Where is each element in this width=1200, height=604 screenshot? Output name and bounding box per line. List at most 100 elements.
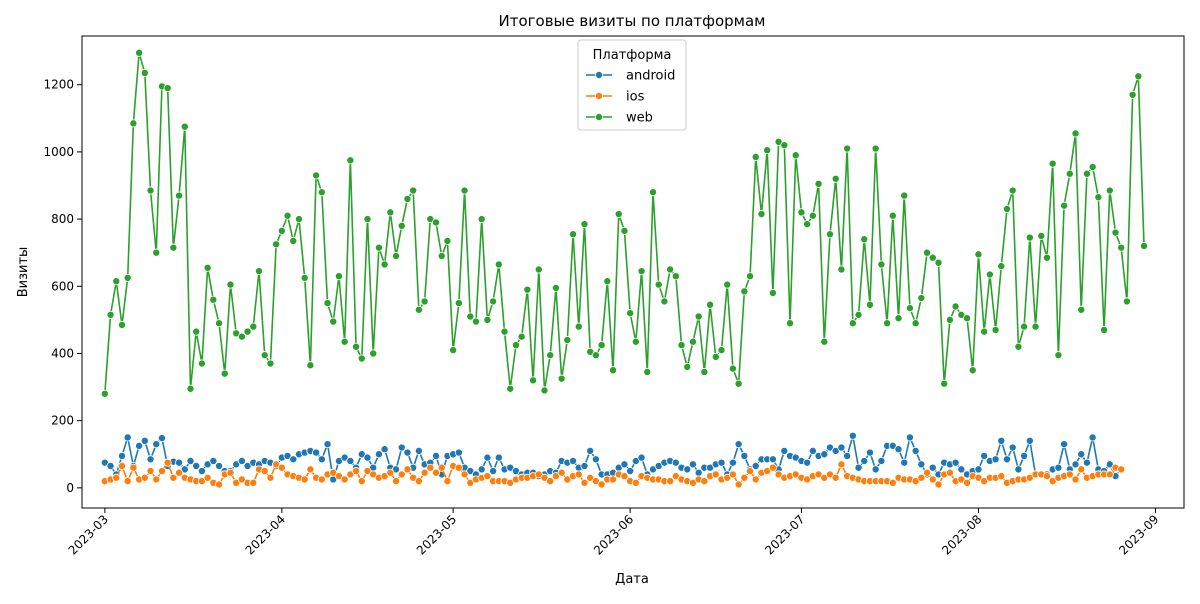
data-point-web <box>1128 90 1137 99</box>
data-point-ios <box>420 468 429 477</box>
data-point-web <box>329 317 338 326</box>
data-point-web <box>277 226 286 235</box>
data-point-ios <box>300 475 309 484</box>
data-point-web <box>717 346 726 355</box>
data-point-ios <box>609 475 618 484</box>
data-point-ios <box>437 463 446 472</box>
data-point-ios <box>306 465 315 474</box>
data-point-android <box>1002 455 1011 464</box>
data-point-ios <box>666 477 675 486</box>
data-point-ios <box>1071 475 1080 484</box>
data-point-ios <box>997 472 1006 481</box>
legend-marker-ios <box>595 92 604 101</box>
data-point-web <box>1054 351 1063 360</box>
data-point-web <box>1105 186 1114 195</box>
data-point-web <box>1111 228 1120 237</box>
data-point-web <box>791 151 800 160</box>
data-point-web <box>1025 233 1034 242</box>
data-point-web <box>1094 193 1103 202</box>
data-point-android <box>117 451 126 460</box>
data-point-web <box>894 314 903 323</box>
data-point-web <box>357 354 366 363</box>
y-tick-label: 400 <box>51 346 74 360</box>
legend-label-android: android <box>626 69 675 84</box>
data-point-ios <box>1065 470 1074 479</box>
data-point-android <box>152 440 161 449</box>
data-point-web <box>477 215 486 224</box>
data-point-android <box>1082 458 1091 467</box>
data-point-web <box>888 211 897 220</box>
data-point-android <box>403 448 412 457</box>
data-point-android <box>586 446 595 455</box>
data-point-ios <box>837 460 846 469</box>
data-point-ios <box>403 465 412 474</box>
data-point-android <box>974 465 983 474</box>
y-tick-label: 800 <box>51 212 74 226</box>
data-point-web <box>106 310 115 319</box>
data-point-web <box>249 322 258 331</box>
data-point-android <box>237 456 246 465</box>
data-point-android <box>980 451 989 460</box>
data-point-web <box>494 260 503 269</box>
data-point-web <box>255 267 264 276</box>
data-point-web <box>363 215 372 224</box>
data-point-ios <box>352 467 361 476</box>
data-point-web <box>437 252 446 261</box>
data-point-android <box>957 465 966 474</box>
data-point-android <box>620 460 629 469</box>
data-point-android <box>380 445 389 454</box>
data-point-web <box>700 367 709 376</box>
data-point-android <box>837 443 846 452</box>
data-point-web <box>728 364 737 373</box>
data-point-ios <box>443 477 452 486</box>
data-point-ios <box>1117 465 1126 474</box>
data-point-ios <box>620 472 629 481</box>
data-point-web <box>711 352 720 361</box>
data-point-web <box>637 267 646 276</box>
data-point-web <box>312 171 321 180</box>
data-point-web <box>414 305 423 314</box>
data-point-ios <box>728 470 737 479</box>
data-point-web <box>563 336 572 345</box>
data-point-web <box>192 327 201 336</box>
data-point-android <box>591 455 600 464</box>
data-point-web <box>420 297 429 306</box>
data-point-web <box>574 322 583 331</box>
data-point-android <box>694 468 703 477</box>
data-point-web <box>911 319 920 328</box>
data-point-android <box>820 450 829 459</box>
data-point-web <box>557 374 566 383</box>
data-point-android <box>637 453 646 462</box>
data-point-ios <box>963 478 972 487</box>
data-point-android <box>911 446 920 455</box>
data-point-web <box>489 297 498 306</box>
data-point-web <box>820 337 829 346</box>
data-point-ios <box>129 463 138 472</box>
data-point-web <box>432 218 441 227</box>
data-point-web <box>346 156 355 165</box>
data-point-web <box>1048 159 1057 168</box>
chart-title: Итоговые визиты по платформам <box>499 12 766 30</box>
data-point-ios <box>357 477 366 486</box>
data-point-ios <box>631 478 640 487</box>
data-point-ios <box>460 470 469 479</box>
plot-marks <box>100 48 1149 489</box>
legend-label-web: web <box>626 111 653 126</box>
data-point-web <box>854 310 863 319</box>
data-point-android <box>312 448 321 457</box>
data-point-web <box>900 191 909 200</box>
data-point-web <box>1122 297 1131 306</box>
data-point-android <box>843 451 852 460</box>
data-point-web <box>1134 72 1143 81</box>
data-point-web <box>1037 231 1046 240</box>
data-point-web <box>974 250 983 259</box>
data-point-web <box>1014 342 1023 351</box>
data-point-web <box>751 152 760 161</box>
data-point-android <box>877 456 886 465</box>
data-point-web <box>677 341 686 350</box>
data-point-ios <box>340 475 349 484</box>
data-point-ios <box>454 463 463 472</box>
data-point-web <box>945 315 954 324</box>
data-point-android <box>951 458 960 467</box>
